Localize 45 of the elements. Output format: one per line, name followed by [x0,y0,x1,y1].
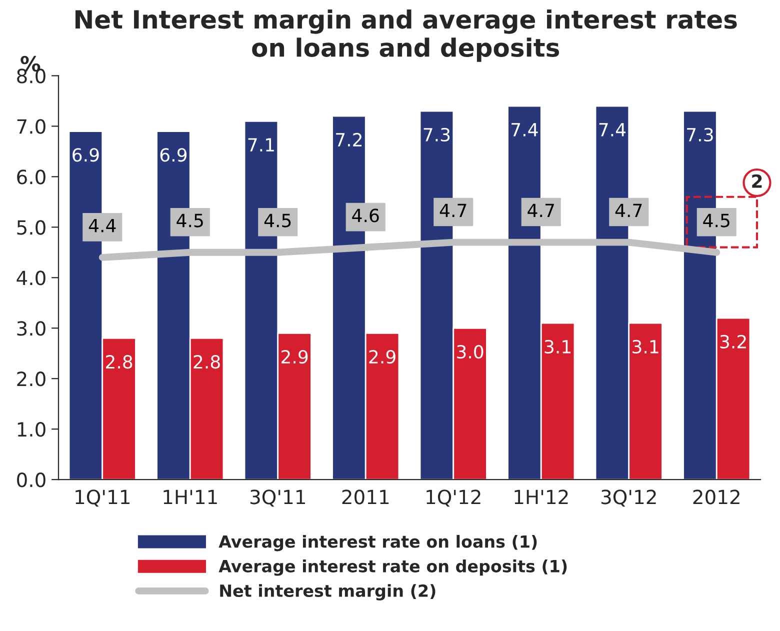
x-tick-label: 3Q'11 [250,490,305,507]
legend-label: Net interest margin (2) [220,584,436,600]
y-tick-label: 6.0 [17,170,46,184]
data-label: 4.7 [615,204,642,217]
data-label: 4.6 [352,208,379,222]
chart-title: Net Interest margin and average interest rates on loans and deposits [76,9,737,62]
data-label: 3.2 [720,334,746,349]
data-label: 4.7 [440,204,466,217]
x-tick-label: 2012 [693,490,740,504]
data-label: 7.1 [248,138,274,152]
data-label: 3.1 [544,340,570,354]
data-label: 3.1 [632,340,658,354]
x-tick-label: 1H'11 [164,490,217,504]
x-tick-label: 1H'12 [514,490,568,504]
legend-label: Average interest rate on loans (1) [218,534,537,552]
data-label: 2.9 [282,350,308,364]
data-label: 3.0 [457,344,484,359]
y-tick-label: 1.0 [18,422,46,437]
data-label: 4.5 [176,214,203,228]
data-label: 7.3 [424,128,450,142]
data-label: 2.8 [194,355,220,369]
data-label: 7.4 [599,123,626,136]
y-tick-label: 3.0 [17,321,46,336]
data-label: 6.9 [72,148,99,162]
x-tick-label: 3Q'12 [601,490,656,507]
data-label: 2.9 [369,350,396,364]
data-label: 4.4 [88,218,116,232]
y-tick-label: 4.0 [16,270,46,286]
data-label: 4.5 [703,214,730,228]
data-label: 2.8 [106,355,132,369]
y-tick-label: 2.0 [17,372,46,386]
y-tick-label: 7.0 [17,119,46,134]
y-tick-label: 5.0 [17,220,46,235]
data-label: 7.3 [687,128,713,142]
data-label: 7.4 [512,123,538,136]
x-tick-label: 1Q'12 [426,490,480,507]
x-tick-label: 2011 [342,490,389,504]
x-tick-label: 1Q'11 [76,490,130,507]
data-label: 4.5 [264,214,291,228]
y-tick-label: 0.0 [17,472,46,488]
data-label: 6.9 [160,148,187,162]
data-label: 4.7 [528,204,554,217]
legend-label: Average interest rate on deposits (1) [218,560,567,576]
annotation: 2 [752,174,762,188]
data-label: 7.2 [336,132,362,146]
